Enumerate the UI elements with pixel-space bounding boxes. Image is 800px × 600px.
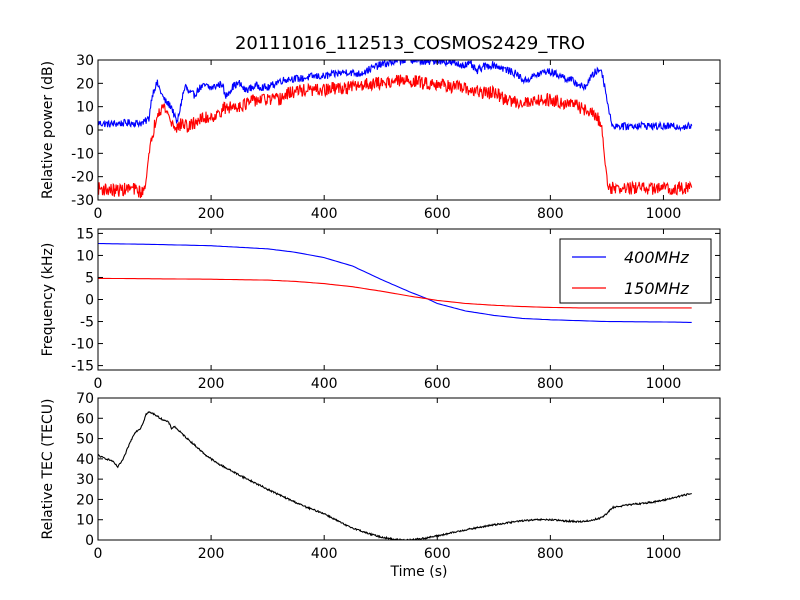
y-tick-label: 20 xyxy=(76,492,94,508)
chart-panels: 0 200 400 600 800 1000-30-20-100102030Relativ… xyxy=(40,53,721,580)
x-tick-label: 1000 xyxy=(646,546,682,562)
x-tick-label: 1000 xyxy=(646,206,682,222)
panel-2: 0 200 400 600 800 1000 -15 -10 -5 0 5 10 15 Frequency… xyxy=(40,226,721,392)
x-tick-label: 400 xyxy=(311,376,338,392)
y-tick-label: 60 xyxy=(76,411,94,427)
y-tick-label: 40 xyxy=(76,452,94,468)
x-tick-label: 1000 xyxy=(646,376,682,392)
y-axis-label: Relative TEC (TECU) xyxy=(40,399,56,540)
x-tick-label: 800 xyxy=(537,546,564,562)
y-tick-label: 50 xyxy=(76,432,94,448)
y-tick-label: 0 xyxy=(85,533,94,549)
x-tick-label: 400 xyxy=(311,206,338,222)
y-tick-label: 30 xyxy=(76,53,94,69)
series-line-1-2 xyxy=(98,74,693,199)
y-tick-label: 10 xyxy=(76,513,94,529)
y-tick-label: -20 xyxy=(71,170,94,186)
y-tick-label: -15 xyxy=(71,359,94,375)
series-line-1-1 xyxy=(98,60,693,132)
y-tick-label: 10 xyxy=(76,248,94,264)
x-tick-label: 200 xyxy=(198,206,225,222)
y-tick-label: -10 xyxy=(71,337,94,353)
y-tick-label: 0 xyxy=(85,293,94,309)
y-tick-label: 5 xyxy=(85,270,94,286)
legend-label: 150MHz xyxy=(624,279,689,298)
y-tick-label: -30 xyxy=(71,193,94,209)
y-tick-label: 0 xyxy=(85,123,94,139)
legend xyxy=(559,238,712,304)
x-axis-label: Time (s) xyxy=(390,564,448,580)
panel-1: 0 200 400 600 800 1000 -30 -20 -10 0 10 20 30 Relativ… xyxy=(40,53,721,222)
y-tick-label: 15 xyxy=(76,226,94,242)
panel-3: 0 200 400 600 800 1000 0 10 20 30 40 50 60 70 Relative… xyxy=(40,391,721,580)
figure-title: 20111016_112513_COSMOS2429_TRO xyxy=(235,33,585,54)
y-tick-label: 70 xyxy=(76,391,94,407)
legend-label: 400MHz xyxy=(624,248,689,267)
x-tick-label: 800 xyxy=(537,376,564,392)
x-tick-label: 0 xyxy=(94,376,103,392)
x-tick-label: 200 xyxy=(198,546,225,562)
axes-frame xyxy=(97,397,721,541)
y-axis-label: Frequency (kHz) xyxy=(40,243,56,357)
y-axis-label: Relative power (dB) xyxy=(40,61,56,199)
x-tick-label: 400 xyxy=(311,546,338,562)
y-tick-label: -5 xyxy=(80,315,94,331)
series-line-3-1 xyxy=(98,411,692,540)
x-tick-label: 600 xyxy=(424,206,451,222)
series-line-2-2 xyxy=(98,277,692,309)
y-tick-label: 10 xyxy=(76,100,94,116)
x-tick-label: 600 xyxy=(424,546,451,562)
x-tick-label: 0 xyxy=(94,546,103,562)
x-tick-label: 0 xyxy=(94,206,103,222)
x-tick-label: 200 xyxy=(198,376,225,392)
y-tick-label: 30 xyxy=(76,472,94,488)
series-line-2-1 xyxy=(98,242,692,323)
y-tick-label: -10 xyxy=(71,146,94,162)
x-tick-label: 600 xyxy=(424,376,451,392)
y-tick-label: 20 xyxy=(76,76,94,92)
x-tick-label: 800 xyxy=(537,206,564,222)
